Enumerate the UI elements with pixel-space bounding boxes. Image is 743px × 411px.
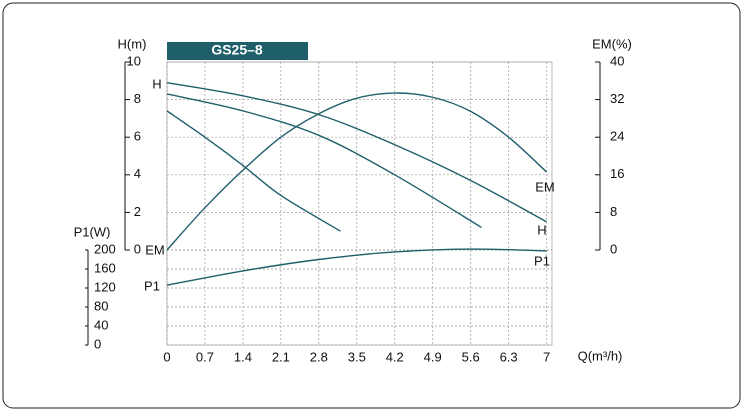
y-tick-label: 0 [134,241,141,256]
x-tick-label: 4.2 [386,349,404,364]
x-tick-label: 6.3 [500,349,518,364]
y-tick-label: 6 [134,129,141,144]
y2-tick-label: 0 [610,241,617,256]
curve [166,110,341,232]
y3-axis-label: P1(W) [74,224,111,239]
series-label: EM [535,179,555,194]
curve [166,248,547,286]
y-tick-label: 4 [134,166,141,181]
x-tick-label: 3.5 [348,349,366,364]
curve-label: EM [145,242,165,257]
series-label: H [537,222,546,237]
title-box [167,42,308,60]
y3-tick-label: 160 [94,260,116,275]
y-tick-label: 10 [127,53,141,68]
x-tick-label: 2.1 [272,349,290,364]
y3-tick-label: 0 [94,336,101,351]
y3-tick-label: 200 [94,241,116,256]
curve-label: P1 [144,278,160,293]
y-tick-label: 2 [134,204,141,219]
y3-tick-label: 120 [94,279,116,294]
curve [166,92,548,251]
x-tick-label: 7 [543,349,550,364]
x-tick-label: 4.9 [424,349,442,364]
y-tick-label: 8 [134,91,141,106]
y2-tick-label: 8 [610,204,617,219]
y3-tick-label: 40 [94,317,108,332]
x-tick-label: 1.4 [234,349,252,364]
x-axis-label: Q(m³/h) [578,348,623,363]
x-tick-label: 0.7 [196,349,214,364]
curve [166,81,547,223]
chart-title: GS25–8 [211,42,263,58]
x-tick-label: 0 [163,349,170,364]
y3-tick-label: 80 [94,298,108,313]
y2-tick-label: 32 [610,91,624,106]
curve-label: H [152,76,161,91]
y2-tick-label: 24 [610,129,624,144]
y2-tick-label: 40 [610,53,624,68]
y2-tick-label: 16 [610,166,624,181]
curve [166,93,482,229]
y2-axis-label: EM(%) [592,36,632,51]
x-tick-label: 5.6 [462,349,480,364]
y-axis-label: H(m) [118,36,147,51]
series-label: P1 [534,253,550,268]
x-tick-label: 2.8 [310,349,328,364]
